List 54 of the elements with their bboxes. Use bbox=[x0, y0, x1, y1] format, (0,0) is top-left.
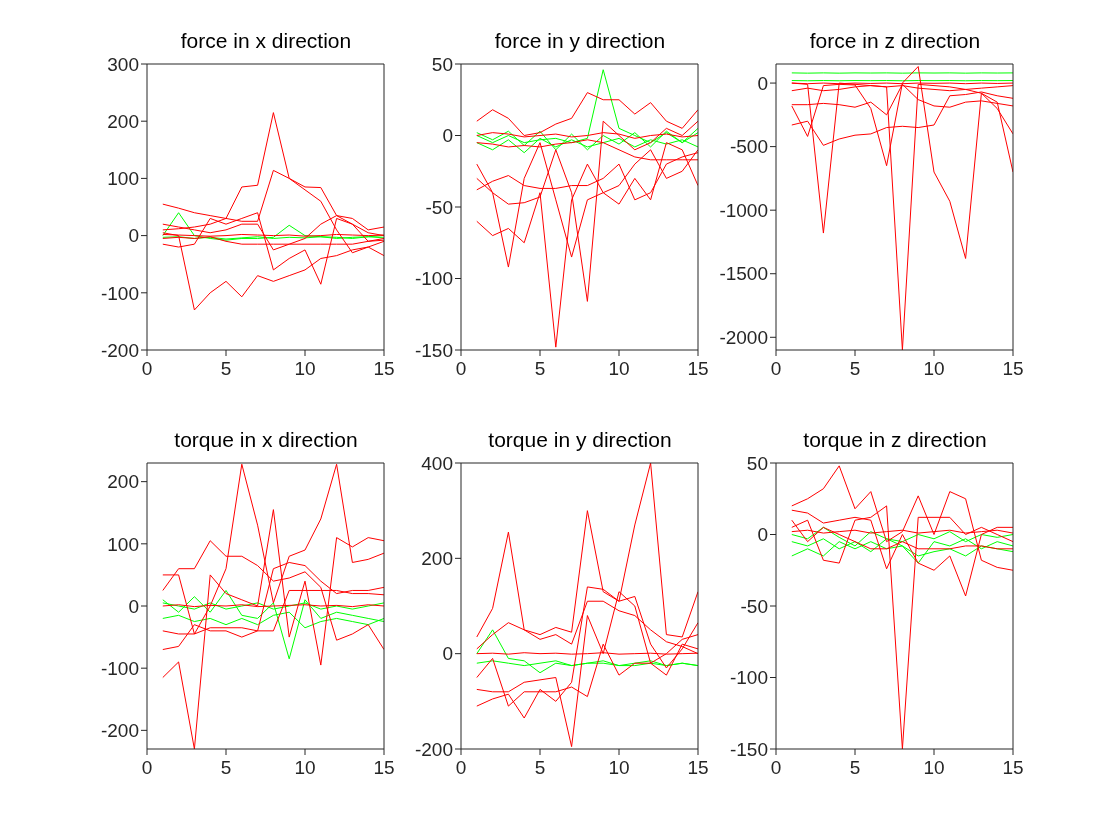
x-tick-label: 5 bbox=[849, 757, 861, 779]
y-tick-label: 0 bbox=[757, 72, 768, 94]
x-tick-label: 10 bbox=[923, 757, 945, 779]
chart-title: torque in x direction bbox=[173, 428, 359, 452]
x-tick-label: 10 bbox=[608, 358, 630, 380]
y-tick-label: 50 bbox=[431, 53, 453, 75]
x-tick-label: 15 bbox=[687, 358, 709, 380]
x-tick-label: 5 bbox=[849, 358, 861, 380]
y-tick-label: -100 bbox=[729, 667, 768, 689]
x-tick-label: 15 bbox=[687, 757, 709, 779]
y-tick-label: 200 bbox=[421, 548, 453, 570]
x-tick-label: 10 bbox=[294, 757, 316, 779]
y-tick-label: 300 bbox=[107, 53, 139, 75]
y-tick-label: -200 bbox=[100, 720, 139, 742]
y-tick-label: -200 bbox=[100, 339, 139, 361]
x-tick-label: 15 bbox=[1002, 358, 1024, 380]
x-tick-label: 10 bbox=[608, 757, 630, 779]
x-tick-label: 15 bbox=[373, 757, 395, 779]
x-tick-label: 15 bbox=[373, 358, 395, 380]
y-tick-label: 0 bbox=[757, 524, 768, 546]
x-tick-label: 5 bbox=[534, 757, 546, 779]
y-tick-label: -1500 bbox=[719, 263, 768, 285]
y-tick-label: 0 bbox=[128, 595, 139, 617]
y-tick-label: 50 bbox=[746, 452, 768, 474]
y-tick-label: 100 bbox=[107, 533, 139, 555]
y-tick-label: -2000 bbox=[719, 327, 768, 349]
y-tick-label: -100 bbox=[100, 657, 139, 679]
y-tick-label: -100 bbox=[100, 282, 139, 304]
chart-title: torque in y direction bbox=[487, 428, 673, 452]
y-tick-label: -150 bbox=[414, 339, 453, 361]
x-tick-label: 5 bbox=[534, 358, 546, 380]
x-tick-label: 5 bbox=[220, 757, 232, 779]
y-tick-label: -50 bbox=[740, 595, 768, 617]
y-tick-label: -200 bbox=[414, 738, 453, 760]
y-tick-label: 200 bbox=[107, 471, 139, 493]
chart-title: force in x direction bbox=[179, 29, 353, 53]
y-tick-label: 400 bbox=[421, 452, 453, 474]
x-tick-label: 10 bbox=[923, 358, 945, 380]
chart-title: torque in z direction bbox=[802, 428, 988, 452]
x-tick-label: 5 bbox=[220, 358, 232, 380]
y-tick-label: -50 bbox=[425, 196, 453, 218]
x-tick-label: 10 bbox=[294, 358, 316, 380]
y-tick-label: 0 bbox=[442, 125, 453, 147]
chart-title: force in y direction bbox=[493, 29, 667, 53]
x-tick-label: 15 bbox=[1002, 757, 1024, 779]
y-tick-label: 100 bbox=[107, 168, 139, 190]
y-tick-label: -1000 bbox=[719, 199, 768, 221]
y-tick-label: 200 bbox=[107, 110, 139, 132]
y-tick-label: 0 bbox=[128, 225, 139, 247]
y-tick-label: -100 bbox=[414, 268, 453, 290]
y-tick-label: -150 bbox=[729, 738, 768, 760]
y-tick-label: 0 bbox=[442, 643, 453, 665]
chart-title: force in z direction bbox=[808, 29, 982, 53]
y-tick-label: -500 bbox=[729, 136, 768, 158]
